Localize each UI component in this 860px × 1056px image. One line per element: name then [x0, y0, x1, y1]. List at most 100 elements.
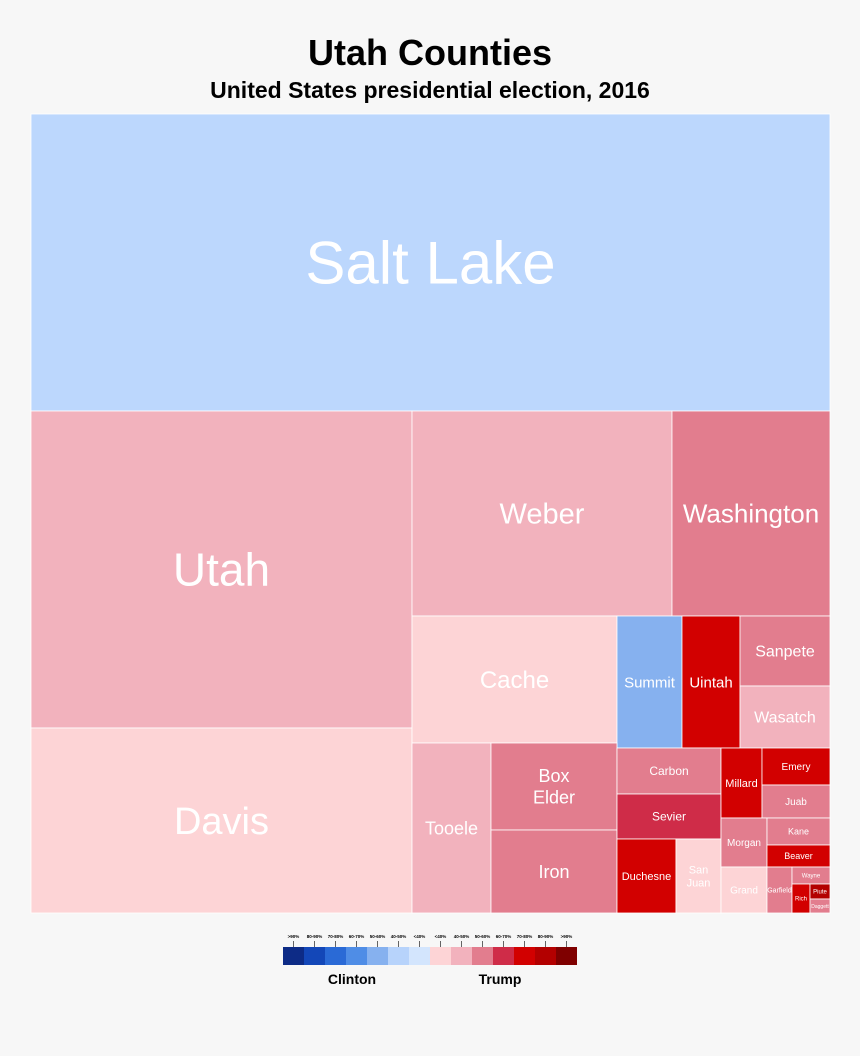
- county-cell-garfield: [766, 866, 793, 914]
- legend-bin-label: >90%: [561, 934, 573, 939]
- county-label-piute: Piute: [813, 890, 827, 896]
- legend-bin-label: <40%: [414, 934, 426, 939]
- county-grand: Grand: [720, 866, 768, 914]
- legend-bin-label: 40-50%: [391, 934, 407, 939]
- county-washington: Washington: [671, 410, 831, 617]
- county-cell-summit: [616, 615, 683, 749]
- county-salt-lake: Salt Lake: [30, 113, 831, 412]
- county-weber: Weber: [411, 410, 673, 617]
- legend-swatch: [325, 947, 346, 965]
- county-label-sanpete: Sanpete: [755, 644, 815, 661]
- county-label-utah: Utah: [173, 544, 270, 596]
- chart-subtitle: United States presidential election, 201…: [210, 77, 650, 103]
- legend-bin-label: 40-50%: [454, 934, 470, 939]
- county-label-carbon: Carbon: [649, 764, 688, 778]
- county-juab: Juab: [761, 784, 831, 819]
- county-garfield: Garfield: [766, 866, 793, 914]
- county-sanpete: Sanpete: [739, 615, 831, 687]
- legend-swatch: [514, 947, 535, 965]
- legend-swatch: [283, 947, 304, 965]
- county-morgan: Morgan: [720, 817, 768, 868]
- county-label-beaver: Beaver: [784, 851, 813, 861]
- county-label-garfield: Garfield: [767, 887, 792, 894]
- county-cell-san-juan: [675, 838, 722, 914]
- county-label-washington: Washington: [683, 499, 819, 529]
- county-cell-weber: [411, 410, 673, 617]
- county-utah: Utah: [30, 410, 413, 729]
- county-san-juan: San Juan: [675, 838, 722, 914]
- legend-bin-label: 60-70%: [496, 934, 512, 939]
- county-label-tooele: Tooele: [425, 818, 478, 838]
- county-label-box-elder: Box Elder: [533, 766, 575, 808]
- county-summit: Summit: [616, 615, 683, 749]
- county-cell-utah: [30, 410, 413, 729]
- county-label-weber: Weber: [500, 499, 585, 531]
- legend-bin-label: 60-70%: [349, 934, 365, 939]
- county-label-wasatch: Wasatch: [754, 710, 816, 727]
- county-label-salt-lake: Salt Lake: [305, 230, 555, 297]
- county-cell-wasatch: [739, 685, 831, 749]
- legend-bin-label: 70-80%: [517, 934, 533, 939]
- county-cell-tooele: [411, 742, 492, 914]
- legend-bin-label: <40%: [435, 934, 447, 939]
- county-cell-morgan: [720, 817, 768, 868]
- chart-title: Utah Counties: [307, 32, 552, 73]
- county-label-davis: Davis: [174, 801, 269, 843]
- county-daggett: Daggett: [809, 898, 831, 914]
- county-label-sevier: Sevier: [652, 810, 686, 824]
- county-wasatch: Wasatch: [739, 685, 831, 749]
- legend-bin-label: >90%: [288, 934, 300, 939]
- county-label-iron: Iron: [538, 862, 569, 882]
- county-label-san-juan: San Juan: [687, 864, 711, 889]
- county-cell-washington: [671, 410, 831, 617]
- legend-bin-label: 80-90%: [307, 934, 323, 939]
- legend-swatch: [367, 947, 388, 965]
- county-cell-salt-lake: [30, 113, 831, 412]
- county-piute: Piute: [809, 883, 831, 900]
- legend-bin-label: 50-60%: [370, 934, 386, 939]
- county-label-summit: Summit: [624, 674, 676, 691]
- legend-swatch: [409, 947, 430, 965]
- legend-swatch: [388, 947, 409, 965]
- county-iron: Iron: [490, 829, 618, 914]
- county-label-daggett: Daggett: [811, 904, 829, 910]
- legend-swatch: [556, 947, 577, 965]
- legend-trump-label: Trump: [479, 971, 522, 987]
- county-cell-daggett: [809, 898, 831, 914]
- legend-swatch: [304, 947, 325, 965]
- county-davis: Davis: [30, 727, 413, 914]
- county-label-cache: Cache: [480, 667, 549, 694]
- legend-bin-label: 80-90%: [538, 934, 554, 939]
- county-label-kane: Kane: [788, 827, 809, 837]
- county-label-duchesne: Duchesne: [622, 871, 672, 883]
- county-label-wayne: Wayne: [802, 874, 821, 880]
- county-cell-iron: [490, 829, 618, 914]
- legend-swatch: [346, 947, 367, 965]
- county-cell-emery: [761, 747, 831, 786]
- legend-bin-label: 50-60%: [475, 934, 491, 939]
- legend-clinton-label: Clinton: [328, 971, 376, 987]
- county-label-millard: Millard: [725, 778, 757, 790]
- county-label-uintah: Uintah: [689, 674, 732, 691]
- county-emery: Emery: [761, 747, 831, 786]
- county-cell-carbon: [616, 747, 722, 795]
- county-tooele: Tooele: [411, 742, 492, 914]
- county-cell-duchesne: [616, 838, 677, 914]
- legend-swatch: [472, 947, 493, 965]
- legend-swatch: [535, 947, 556, 965]
- legend-swatch: [430, 947, 451, 965]
- county-cell-sanpete: [739, 615, 831, 687]
- county-label-morgan: Morgan: [727, 838, 761, 849]
- county-label-grand: Grand: [730, 886, 758, 897]
- county-label-emery: Emery: [782, 762, 811, 773]
- county-cell-juab: [761, 784, 831, 819]
- county-label-rich: Rich: [795, 897, 807, 903]
- legend-swatch: [451, 947, 472, 965]
- county-label-juab: Juab: [785, 797, 807, 808]
- county-duchesne: Duchesne: [616, 838, 677, 914]
- legend-bin-label: 70-80%: [328, 934, 344, 939]
- county-carbon: Carbon: [616, 747, 722, 795]
- county-cell-grand: [720, 866, 768, 914]
